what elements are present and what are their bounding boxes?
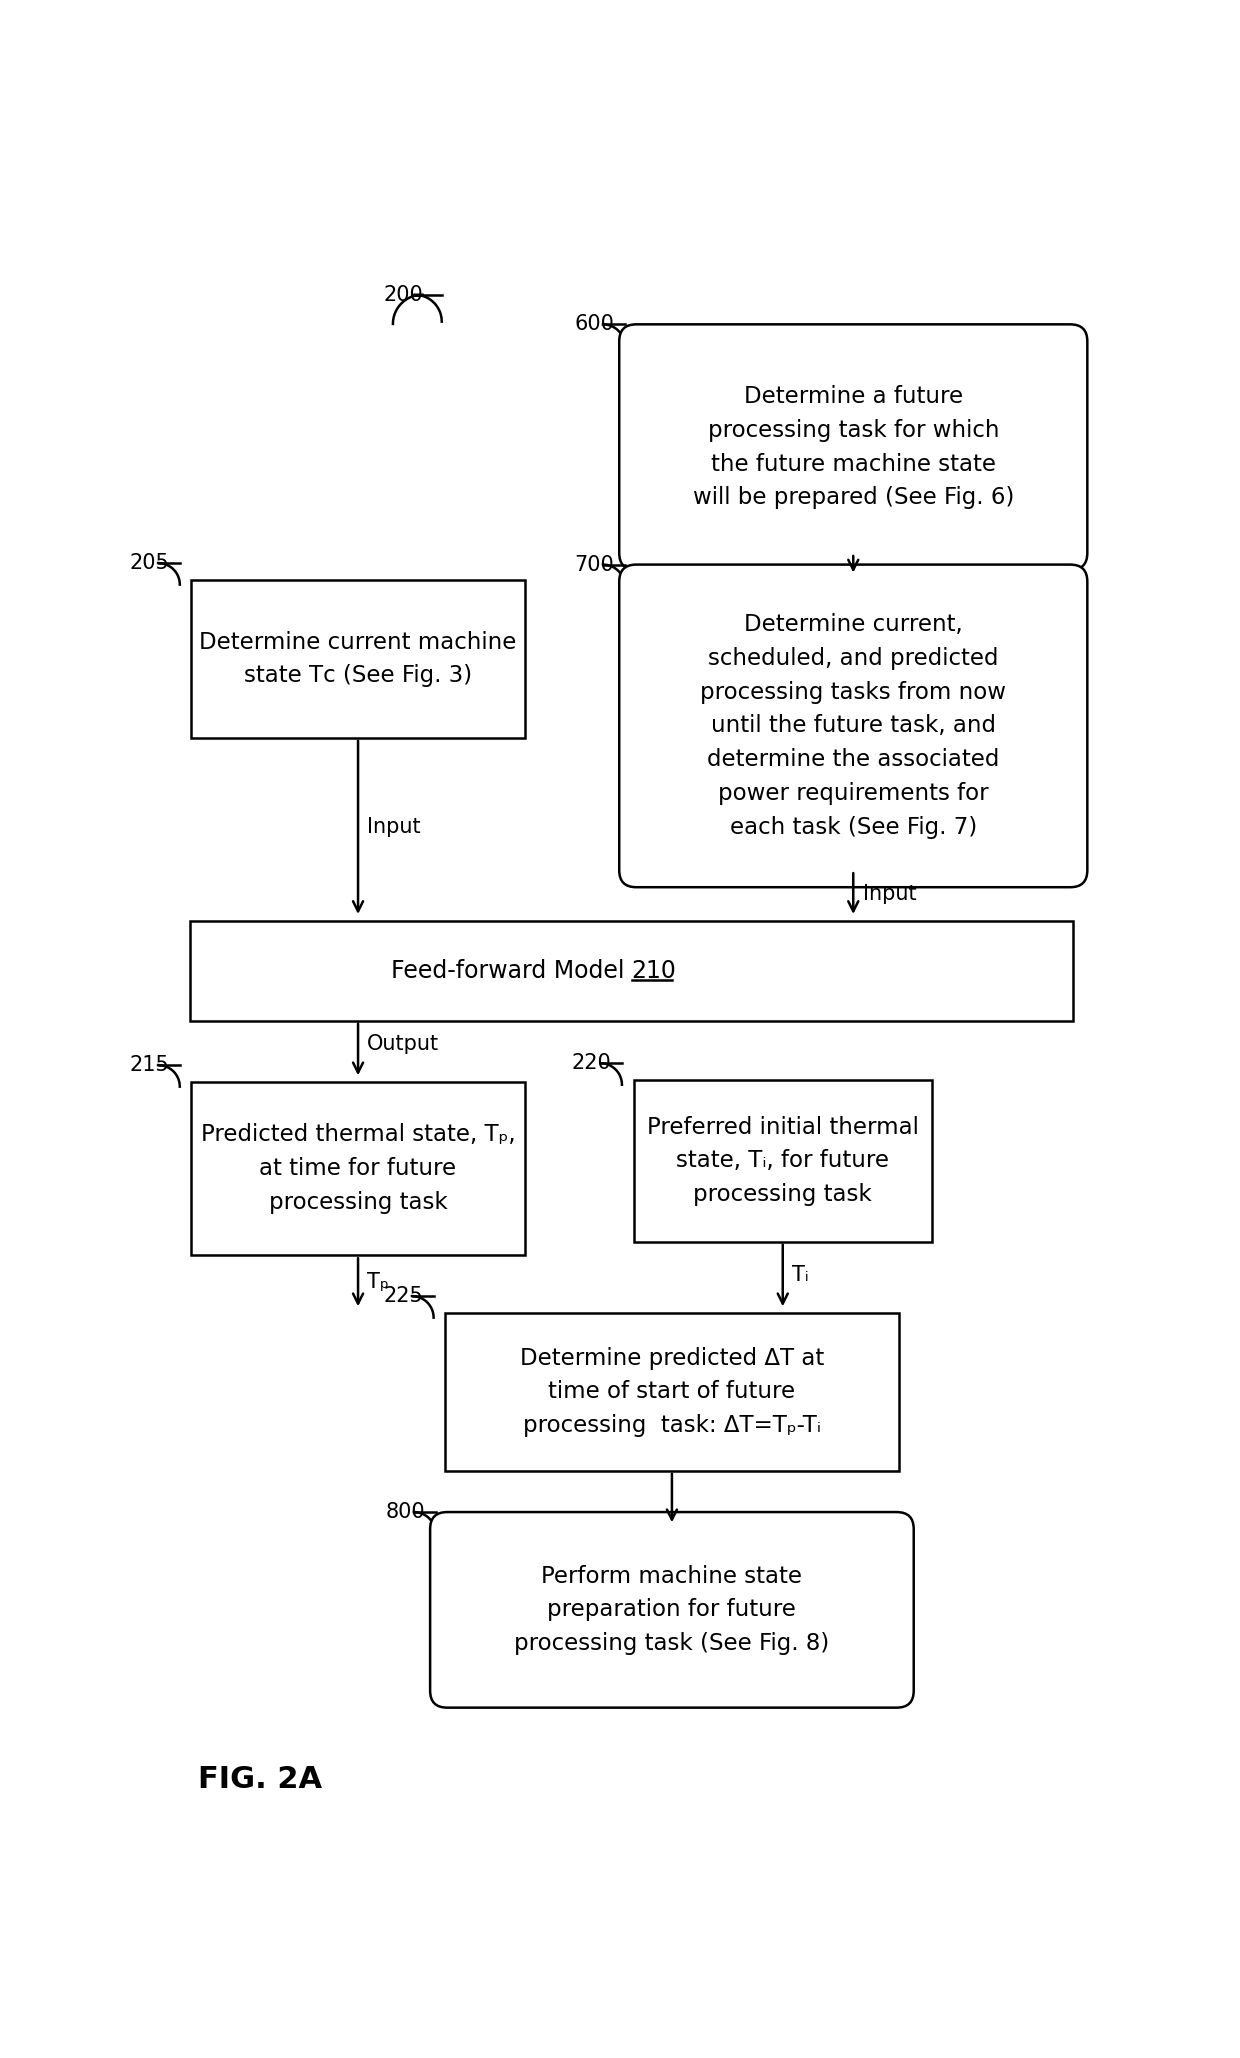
Text: Feed-forward Model: Feed-forward Model bbox=[391, 959, 631, 984]
FancyBboxPatch shape bbox=[619, 564, 1087, 887]
Bar bbox=[445, 1313, 899, 1471]
FancyBboxPatch shape bbox=[430, 1513, 914, 1708]
Text: Preferred initial thermal
state, Tᵢ, for future
processing task: Preferred initial thermal state, Tᵢ, for… bbox=[647, 1115, 919, 1206]
Text: Input: Input bbox=[863, 883, 916, 903]
FancyBboxPatch shape bbox=[619, 325, 1087, 570]
Text: 700: 700 bbox=[574, 554, 614, 574]
Text: Predicted thermal state, Tₚ,
at time for future
processing task: Predicted thermal state, Tₚ, at time for… bbox=[201, 1124, 516, 1214]
Text: Tₚ: Tₚ bbox=[367, 1272, 389, 1292]
Text: 205: 205 bbox=[129, 554, 169, 572]
Text: 200: 200 bbox=[383, 284, 423, 305]
Text: FIG. 2A: FIG. 2A bbox=[197, 1766, 321, 1795]
Text: Determine current,
scheduled, and predicted
processing tasks from now
until the : Determine current, scheduled, and predic… bbox=[701, 613, 1007, 840]
Text: 600: 600 bbox=[574, 315, 614, 333]
Text: 800: 800 bbox=[386, 1502, 425, 1523]
Text: Output: Output bbox=[367, 1033, 439, 1054]
Bar bbox=[190, 920, 1074, 1021]
Text: 215: 215 bbox=[129, 1056, 169, 1074]
Text: Determine current machine
state Tᴄ (See Fig. 3): Determine current machine state Tᴄ (See … bbox=[200, 630, 517, 687]
Text: Tᵢ: Tᵢ bbox=[792, 1266, 808, 1286]
Text: Perform machine state
preparation for future
processing task (See Fig. 8): Perform machine state preparation for fu… bbox=[515, 1564, 830, 1655]
Bar bbox=[191, 1083, 525, 1255]
Text: 210: 210 bbox=[631, 959, 677, 984]
Text: Determine predicted ΔT at
time of start of future
processing  task: ΔT=Tₚ-Tᵢ: Determine predicted ΔT at time of start … bbox=[520, 1346, 825, 1436]
Bar bbox=[634, 1080, 932, 1241]
Text: 225: 225 bbox=[383, 1286, 423, 1307]
Text: 220: 220 bbox=[572, 1054, 611, 1072]
Text: Determine a future
processing task for which
the future machine state
will be pr: Determine a future processing task for w… bbox=[693, 385, 1014, 510]
Bar bbox=[191, 580, 525, 739]
Text: Input: Input bbox=[367, 817, 420, 838]
